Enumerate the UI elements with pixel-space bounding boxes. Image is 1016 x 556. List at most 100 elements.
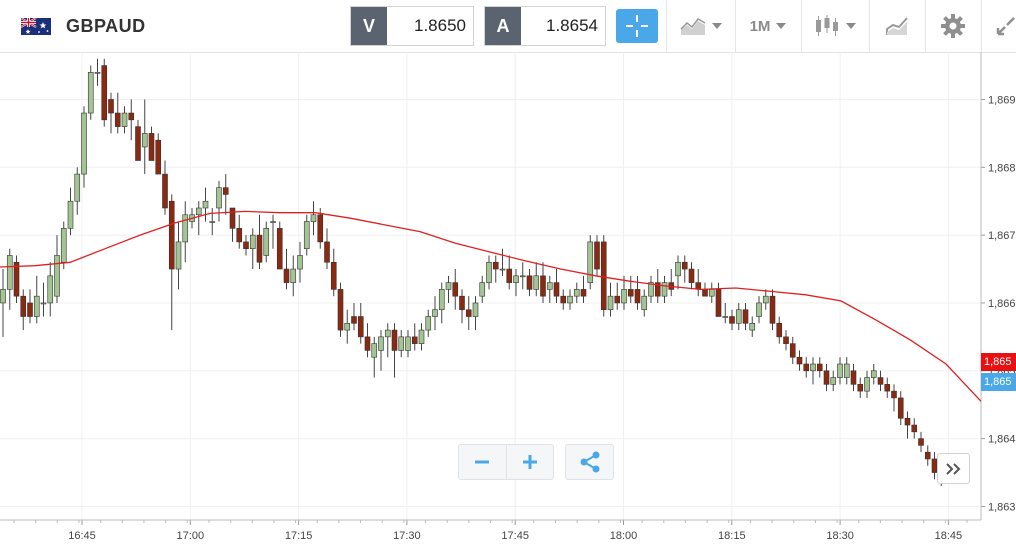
zoom-out-button[interactable] <box>459 445 507 479</box>
candle-body-down <box>688 268 695 283</box>
chart-style-button[interactable] <box>668 0 734 52</box>
candle-body-up <box>418 329 425 344</box>
candle-body-up <box>735 309 742 324</box>
candle <box>40 282 47 317</box>
candle <box>843 357 850 385</box>
candle-body-up <box>216 187 222 209</box>
candle-body-down <box>897 397 904 419</box>
candle <box>303 214 310 256</box>
candle-body-down <box>411 336 418 344</box>
candle <box>850 364 857 392</box>
x-tick-label: 18:00 <box>610 530 638 542</box>
candle-body-up <box>756 302 762 317</box>
candle-body-up <box>425 316 432 331</box>
candle-body-up <box>209 221 216 223</box>
candle-body-up <box>837 363 843 378</box>
candle <box>560 289 567 310</box>
candle <box>438 282 445 324</box>
candle <box>675 255 681 290</box>
x-tick-label: 17:15 <box>285 530 313 542</box>
indicators-icon <box>816 15 838 36</box>
candle <box>74 167 81 215</box>
candle <box>263 221 270 263</box>
candle <box>870 364 877 385</box>
candle-body-up <box>175 241 182 270</box>
candle <box>837 357 843 385</box>
scroll-to-latest-button[interactable] <box>937 453 970 484</box>
candle-body-down <box>283 268 290 283</box>
candle-body-up <box>94 72 101 74</box>
timeframe-button[interactable]: 1M <box>736 0 800 52</box>
candle-body-up <box>722 316 729 318</box>
candle <box>33 275 40 324</box>
sell-tag: V <box>351 7 387 45</box>
indicators-button[interactable] <box>802 0 868 52</box>
candle-body-down <box>391 329 398 351</box>
candle <box>540 262 546 303</box>
candle <box>823 364 830 392</box>
crosshair-button[interactable] <box>616 9 658 43</box>
candle <box>668 269 675 297</box>
crosshair-icon <box>626 15 648 37</box>
symbol-name[interactable]: GBPAUD <box>66 16 146 36</box>
fullscreen-button[interactable] <box>982 0 1016 52</box>
candle-body-up <box>870 370 877 378</box>
candle-body-down <box>918 438 924 446</box>
gear-icon <box>941 14 965 38</box>
candle-body-down <box>789 343 796 358</box>
candle <box>60 221 67 270</box>
x-axis: 16:45 17:00 17:15 17:30 17:45 18:00 18:15 18:30… <box>0 519 981 542</box>
candle-body-up <box>567 295 573 304</box>
drawing-icon <box>886 17 908 35</box>
candle <box>13 255 20 303</box>
candle <box>445 275 452 303</box>
candle <box>209 208 216 236</box>
sell-price-box[interactable]: V 1.8650 <box>350 6 474 46</box>
candle-body-up <box>310 214 317 222</box>
candle <box>654 269 661 303</box>
settings-button[interactable] <box>926 0 980 52</box>
candle <box>432 296 438 331</box>
share-button[interactable] <box>566 445 613 479</box>
candle-body-down <box>492 261 499 270</box>
candle-body-down <box>911 424 918 433</box>
candle <box>283 248 290 290</box>
candle-body-down <box>729 316 735 324</box>
candle <box>891 384 897 412</box>
candle-body-down <box>337 289 344 331</box>
candle <box>810 357 816 385</box>
candle <box>783 330 789 351</box>
zoom-in-button[interactable] <box>507 445 554 479</box>
x-tick-label: 18:15 <box>718 530 746 542</box>
candle-body-down <box>20 295 27 317</box>
candle-body-up <box>499 268 506 271</box>
candle-body-down <box>222 187 229 195</box>
buy-price-box[interactable]: A 1.8654 <box>484 6 606 46</box>
candle <box>398 330 405 358</box>
bid-price-label: 1,865 <box>981 372 1016 391</box>
zoom-controls <box>458 444 554 480</box>
candle <box>573 282 580 303</box>
candle <box>236 214 243 249</box>
price-chart[interactable]: 16:45 17:00 17:15 17:30 17:45 18:00 18:15 18:30… <box>0 52 1016 556</box>
y-tick-label: 1,867 <box>988 230 1016 242</box>
candle-body-up <box>621 289 627 304</box>
candle-body-down <box>796 356 803 365</box>
buy-tag: A <box>485 7 521 45</box>
candle <box>756 296 762 324</box>
share-icon <box>580 451 599 473</box>
candle-body-down <box>823 370 830 385</box>
candle-body-up <box>762 295 769 304</box>
candle-body-up <box>371 343 378 358</box>
drawing-tools-button[interactable] <box>870 0 924 52</box>
candle <box>830 370 837 392</box>
candle-body-down <box>108 99 114 114</box>
candle <box>506 255 513 290</box>
y-tick-label: 1,864 <box>988 434 1016 446</box>
y-tick-label: 1,866 <box>988 298 1016 310</box>
candle <box>47 262 54 317</box>
candle <box>789 336 796 364</box>
candle-body-down <box>769 295 776 324</box>
share-control <box>565 444 614 480</box>
candle <box>911 418 918 439</box>
